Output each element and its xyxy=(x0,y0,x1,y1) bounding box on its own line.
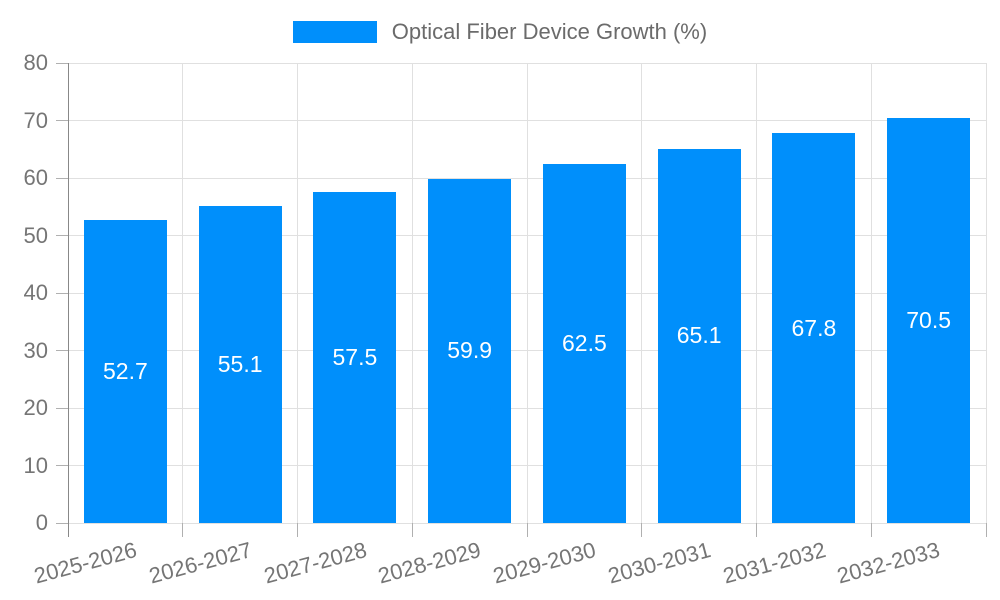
bar-value-label: 52.7 xyxy=(102,357,148,384)
x-axis-tick-label: 2026-2027 xyxy=(146,537,255,589)
x-axis-tick-label: 2028-2029 xyxy=(375,537,484,589)
y-axis-tick-label: 80 xyxy=(23,50,48,75)
y-axis-tick-label: 60 xyxy=(23,165,48,190)
x-axis-tick xyxy=(411,523,413,537)
x-gridline xyxy=(641,63,643,523)
x-axis-tick xyxy=(641,523,643,537)
y-axis-line xyxy=(67,63,69,537)
legend-swatch xyxy=(292,21,377,43)
legend-label: Optical Fiber Device Growth (%) xyxy=(391,19,708,44)
y-axis-tick xyxy=(56,407,68,409)
bar-value-label: 65.1 xyxy=(676,322,722,349)
x-gridline xyxy=(985,63,987,523)
x-gridline xyxy=(526,63,528,523)
bar-value-label: 70.5 xyxy=(906,306,951,333)
y-axis-tick-label: 40 xyxy=(23,280,48,305)
y-axis-tick xyxy=(56,120,68,121)
y-axis-tick xyxy=(56,62,68,64)
bar: 62.5 xyxy=(542,163,626,523)
bar: 65.1 xyxy=(657,148,741,523)
bar: 52.7 xyxy=(83,219,167,523)
x-gridline xyxy=(870,63,872,523)
plot-area: 52.7 55.1 57.5 59.9 62.5 65.1 67.8 70.5 xyxy=(68,62,987,524)
y-axis-tick xyxy=(56,292,68,294)
bar: 59.9 xyxy=(428,178,512,523)
y-axis-tick xyxy=(56,465,68,466)
x-axis-tick xyxy=(297,523,298,537)
y-axis-tick-label: 30 xyxy=(23,337,48,363)
legend: Optical Fiber Device Growth (%) xyxy=(0,20,1000,44)
bar: 67.8 xyxy=(772,133,856,523)
x-axis-tick xyxy=(870,523,872,537)
x-axis-tick-label: 2030-2031 xyxy=(605,537,714,589)
y-axis-tick-label: 70 xyxy=(23,107,48,133)
x-axis-tick xyxy=(526,523,528,537)
x-axis-tick-label: 2025-2026 xyxy=(31,537,140,589)
x-axis-tick xyxy=(182,523,184,537)
x-axis-tick-label: 2031-2032 xyxy=(719,537,829,589)
x-gridline xyxy=(756,63,757,523)
x-axis-tick-label: 2027-2028 xyxy=(260,537,370,589)
x-axis-tick-label: 2032-2033 xyxy=(834,537,943,589)
y-axis-tick-label: 0 xyxy=(35,510,48,535)
x-axis-tick xyxy=(756,523,757,537)
x-axis-tick-label: 2029-2030 xyxy=(490,537,599,589)
y-axis-tick xyxy=(56,177,68,179)
y-axis-tick-label: 10 xyxy=(23,452,48,478)
bar-value-label: 67.8 xyxy=(791,314,837,341)
bar-value-label: 55.1 xyxy=(217,351,263,378)
y-axis-tick xyxy=(56,522,68,524)
bar: 57.5 xyxy=(313,192,397,523)
x-gridline xyxy=(411,63,413,523)
x-axis-tick xyxy=(985,523,987,537)
bar: 55.1 xyxy=(198,206,282,523)
bar-value-label: 62.5 xyxy=(561,329,607,356)
x-gridline xyxy=(297,63,298,523)
bar-value-label: 59.9 xyxy=(447,337,492,364)
y-axis-tick-label: 20 xyxy=(23,395,48,420)
bar-value-label: 57.5 xyxy=(332,344,378,371)
y-axis-tick xyxy=(56,235,68,236)
y-axis-tick-label: 50 xyxy=(23,222,48,248)
x-gridline xyxy=(182,63,184,523)
bar: 70.5 xyxy=(887,117,971,523)
y-axis-tick xyxy=(56,350,68,351)
